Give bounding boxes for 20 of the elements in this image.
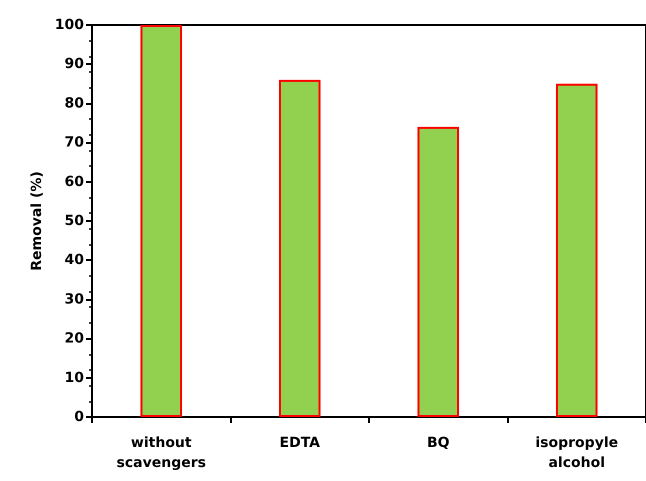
y-tick-label: 30: [64, 291, 84, 308]
bar: [278, 80, 321, 417]
bar: [556, 84, 598, 417]
y-tick-label: 70: [64, 134, 84, 151]
y-tick-label: 50: [64, 213, 84, 229]
y-tick-label: 80: [64, 95, 84, 112]
y-tick-label: 0: [74, 409, 84, 425]
y-tick-label: 20: [64, 330, 84, 347]
y-tick-label: 10: [64, 370, 84, 386]
bar: [140, 25, 182, 417]
x-tick-label: isopropyle alcohol: [535, 435, 618, 471]
y-tick-label: 60: [64, 174, 84, 190]
y-tick-label: 40: [64, 252, 84, 268]
y-tick-label: 90: [64, 56, 84, 72]
y-tick-label: 100: [54, 17, 84, 33]
x-tick-label: without scavengers: [116, 435, 206, 471]
x-tick-label: EDTA: [280, 435, 320, 451]
x-tick-label: BQ: [426, 435, 450, 451]
y-axis-title: Removal (%): [28, 171, 45, 271]
bar: [417, 126, 460, 417]
